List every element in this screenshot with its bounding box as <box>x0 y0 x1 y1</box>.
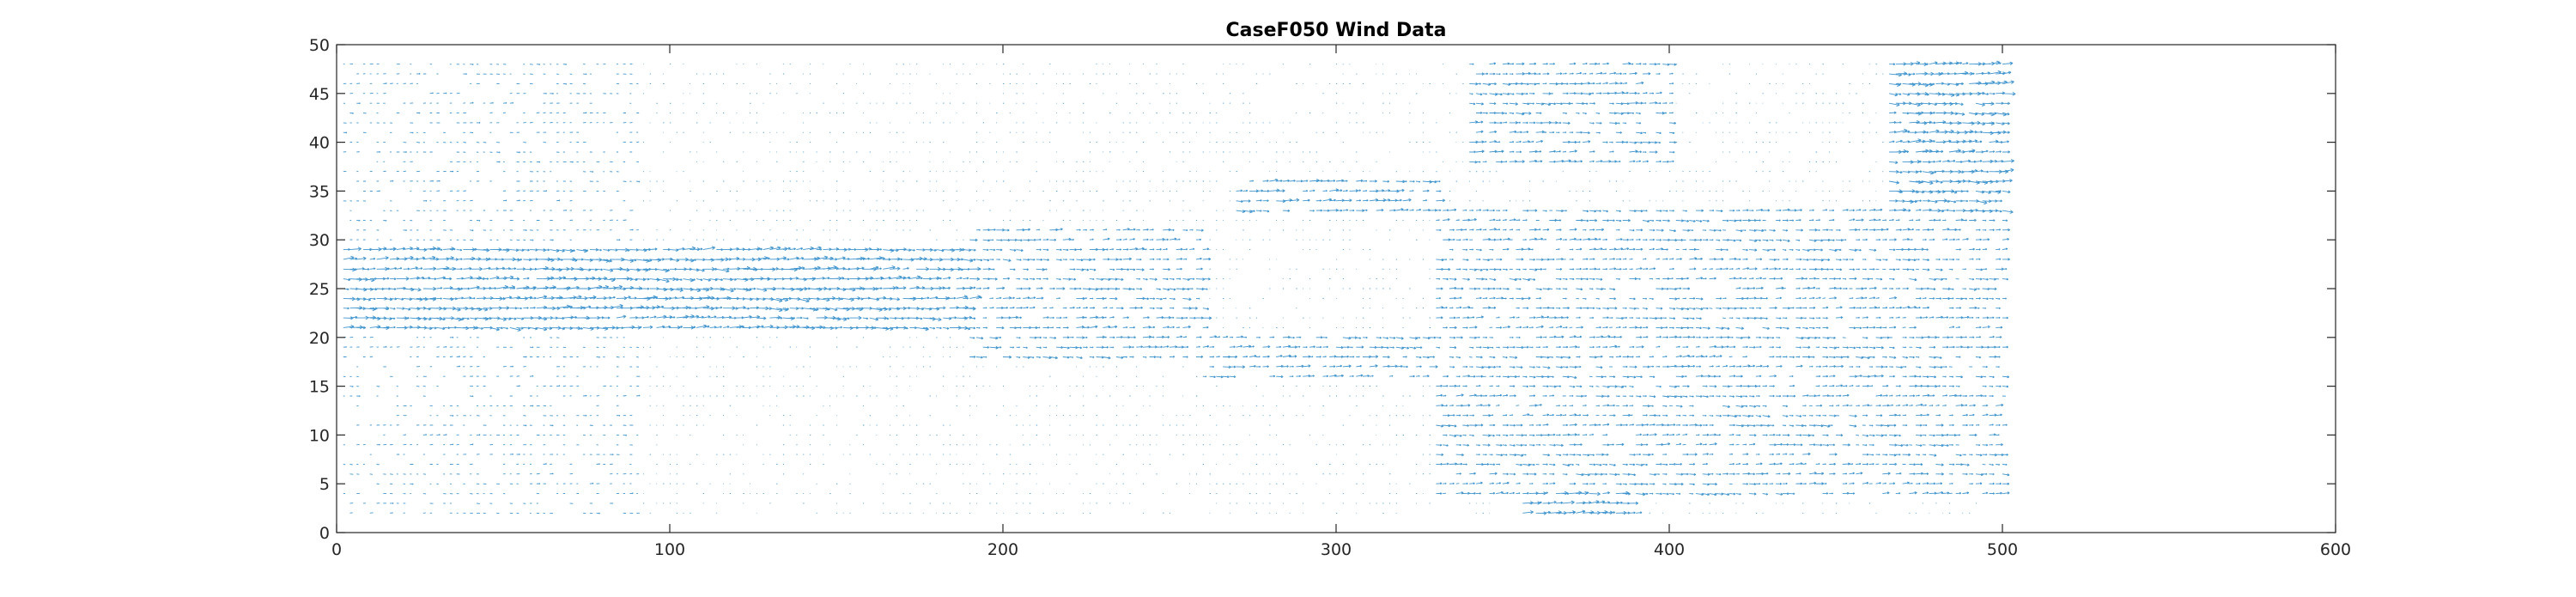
x-tick-label: 600 <box>2320 540 2351 559</box>
x-tick-label: 300 <box>1321 540 1352 559</box>
wind-vector-field <box>343 60 2016 515</box>
y-tick-label: 20 <box>309 329 330 348</box>
y-tick-label: 25 <box>309 280 330 299</box>
y-tick-label: 15 <box>309 378 330 397</box>
y-tick-label: 40 <box>309 134 330 153</box>
y-tick-label: 10 <box>309 426 330 445</box>
axis-ticks: 0 100 200 300 400 500 600 0 5 10 15 20 25 30 35 40 45 50 <box>309 36 2351 559</box>
y-tick-label: 5 <box>319 475 330 494</box>
y-tick-label: 0 <box>319 524 330 543</box>
y-tick-label: 50 <box>309 36 330 55</box>
y-tick-label: 45 <box>309 85 330 104</box>
x-tick-label: 0 <box>331 540 342 559</box>
wind-vectors <box>343 60 2016 515</box>
x-tick-label: 200 <box>987 540 1018 559</box>
x-tick-label: 500 <box>1987 540 2018 559</box>
chart-title: CaseF050 Wind Data <box>1226 20 1447 41</box>
y-tick-label: 30 <box>309 231 330 250</box>
x-tick-label: 100 <box>654 540 685 559</box>
y-tick-label: 35 <box>309 182 330 201</box>
x-tick-label: 400 <box>1654 540 1685 559</box>
